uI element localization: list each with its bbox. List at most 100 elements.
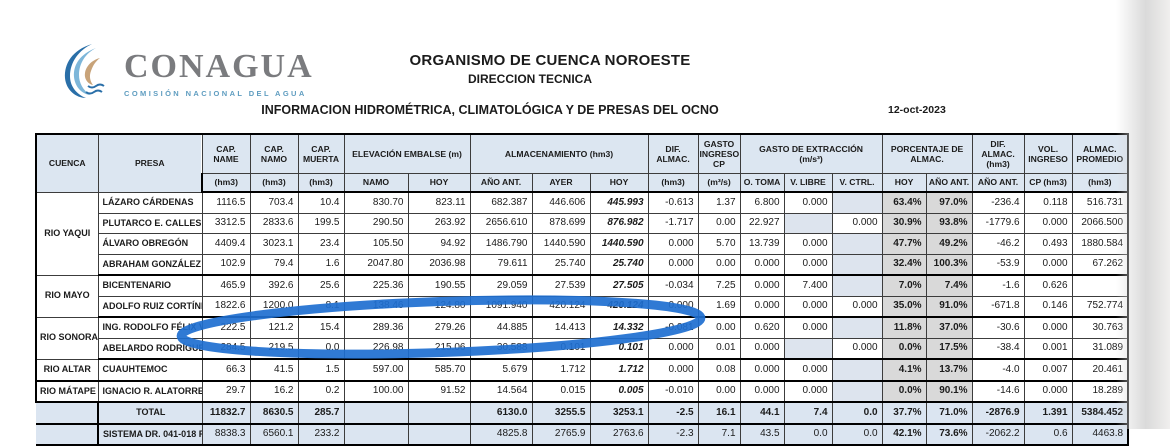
- cuenca-label: RIO YAQUI: [35, 191, 99, 276]
- presa-name: SISTEMA DR. 041-018 R. Y: [97, 423, 203, 446]
- alm-ayer: 3255.5: [531, 401, 591, 425]
- gasto-ingreso-cp: 16.1: [697, 401, 741, 425]
- col-cuenca: CUENCA: [35, 133, 99, 193]
- cap-namo: 121.2: [249, 316, 299, 339]
- vol-ingreso-cp: 0.118: [1023, 191, 1073, 214]
- v-ctrl: [831, 274, 883, 297]
- cap-muerta: 1.6: [297, 253, 345, 276]
- elev-namo: 225.36: [343, 274, 409, 297]
- alm-ayer: 446.606: [531, 191, 591, 214]
- sub-hoy: HOY: [881, 173, 927, 193]
- pct-hoy: 63.4%: [881, 191, 927, 214]
- vol-ingreso-cp: 1.391: [1023, 401, 1073, 425]
- elev-hoy: 263.92: [407, 212, 471, 234]
- dif-almac: -1.717: [647, 212, 699, 234]
- v-ctrl: 0.000: [831, 295, 883, 318]
- alm-hoy: 876.982: [589, 212, 649, 234]
- v-ctrl: [831, 253, 883, 276]
- alm-ano-ant: 5.679: [469, 358, 533, 382]
- dif-almac: -0.081: [647, 316, 699, 339]
- cap-namo: 3023.1: [249, 233, 299, 255]
- sub-ano-ant: AÑO ANT.: [971, 173, 1025, 193]
- cap-name: 3312.5: [201, 212, 251, 234]
- pct-hoy: 11.8%: [881, 316, 927, 339]
- presa-row: RIO ALTAR CUAUHTEMOC 66.3 41.5 1.5 597.00 585.…: [35, 358, 1130, 382]
- dif-almac: 0.000: [647, 233, 699, 255]
- presa-name: ÁLVARO OBREGÓN: [97, 233, 203, 255]
- elev-namo: [343, 423, 409, 446]
- cap-name: 102.9: [201, 253, 251, 276]
- dif-almac: -0.034: [647, 274, 699, 297]
- v-libre: 0.000: [783, 316, 833, 339]
- presa-name: IGNACIO R. ALATORRE: [97, 380, 203, 403]
- colgroup-elevacion: ELEVACIÓN EMBALSE (m): [343, 133, 471, 174]
- col-presa: PRESA: [97, 133, 203, 193]
- pct-hoy: 32.4%: [881, 253, 927, 276]
- presa-row: RIO SONORA ING. RODOLFO FÉLIX V. 222.5 121.…: [35, 316, 1130, 360]
- alm-ano-ant: 1091.940: [469, 295, 533, 318]
- alm-hoy: 1.712: [589, 358, 649, 382]
- cap-name: 1822.6: [201, 295, 251, 318]
- alm-ano-ant: 2656.610: [469, 212, 533, 234]
- vol-ingreso-cp: 0.493: [1023, 233, 1073, 255]
- cap-name: 11832.7: [201, 401, 251, 425]
- v-libre: 0.000: [783, 358, 833, 382]
- alm-ayer: 25.740: [531, 253, 591, 276]
- gasto-ingreso-cp: 0.01: [697, 337, 741, 360]
- v-libre: 0.000: [783, 380, 833, 403]
- sub-namo: NAMO: [343, 173, 409, 193]
- dif-almac: 0.000: [647, 295, 699, 318]
- gasto-ingreso-cp: 7.1: [697, 423, 741, 446]
- sub-ano-ant: AÑO ANT.: [469, 173, 533, 193]
- cuenca-label: RIO SONORA: [35, 316, 99, 360]
- cap-name: 66.3: [201, 358, 251, 382]
- col-alm-promedio: ALMAC. PROMEDIO: [1071, 133, 1130, 174]
- v-libre: [783, 212, 833, 234]
- alm-ayer: 14.413: [531, 316, 591, 339]
- total-row: TOTAL 11832.7 8630.5 285.7 6130.0 3255.5 3253.…: [36, 401, 1130, 425]
- v-libre: 0.000: [783, 295, 833, 318]
- presa-row: ABRAHAM GONZÁLEZ 102.9 79.4 1.6 2047.80 2036.…: [36, 253, 1130, 276]
- cap-namo: 1200.0: [249, 295, 299, 318]
- elev-namo: 105.50: [343, 233, 409, 255]
- v-ctrl: [831, 358, 883, 382]
- dif-almac-ano-ant: -1.6: [971, 274, 1025, 297]
- o-toma: 44.1: [739, 401, 785, 425]
- dif-almac-ano-ant: -2876.9: [971, 401, 1025, 425]
- vol-ingreso-cp: 0.146: [1023, 295, 1073, 318]
- cap-muerta: 199.5: [297, 212, 345, 234]
- dif-almac-ano-ant: -2062.2: [971, 423, 1025, 446]
- elev-hoy: 94.92: [407, 233, 471, 255]
- cap-name: 284.5: [201, 337, 251, 360]
- o-toma: 0.620: [739, 316, 785, 339]
- pct-hoy: 7.0%: [881, 274, 927, 297]
- cap-name: 8838.3: [201, 423, 251, 446]
- presa-name: ABELARDO RODRÍGUEZ L.: [97, 337, 203, 360]
- v-libre: 0.0: [783, 423, 833, 446]
- alm-promedio: 1880.584: [1071, 233, 1130, 255]
- sub-hoy: HOY: [407, 173, 471, 193]
- cap-muerta: 233.2: [297, 423, 345, 446]
- o-toma: 0.000: [739, 380, 785, 403]
- presa-row: ADOLFO RUIZ CORTÍNES 1822.6 1200.0 8.1 138.4…: [36, 295, 1130, 318]
- alm-ayer: 420.124: [531, 295, 591, 318]
- alm-promedio: 31.089: [1071, 337, 1130, 360]
- unit-hm3: (hm3): [249, 173, 299, 193]
- gasto-ingreso-cp: 0.00: [697, 380, 741, 403]
- presa-name: ING. RODOLFO FÉLIX V.: [97, 316, 203, 339]
- elev-hoy: 215.06: [407, 337, 471, 360]
- table-header: CUENCA PRESA CAP. NAME CAP. NAMO CAP. MU…: [35, 133, 1130, 193]
- letterhead: CONAGUA COMISIÓN NACIONAL DEL AGUA ORGAN…: [0, 0, 1170, 130]
- dif-almac-ano-ant: -14.6: [971, 380, 1025, 403]
- dif-almac-ano-ant: -671.8: [971, 295, 1025, 318]
- water-wave-icon: [64, 44, 105, 98]
- elev-hoy: 91.52: [407, 380, 471, 403]
- pct-ano-ant: 17.5%: [925, 337, 973, 360]
- v-libre: 0.000: [783, 191, 833, 214]
- pct-ano-ant: 73.6%: [925, 423, 973, 446]
- cap-name: 29.7: [201, 380, 251, 403]
- cap-namo: 41.5: [249, 358, 299, 382]
- cap-namo: 219.5: [249, 337, 299, 360]
- vol-ingreso-cp: 0.000: [1023, 316, 1073, 339]
- alm-ano-ant: 29.059: [469, 274, 533, 297]
